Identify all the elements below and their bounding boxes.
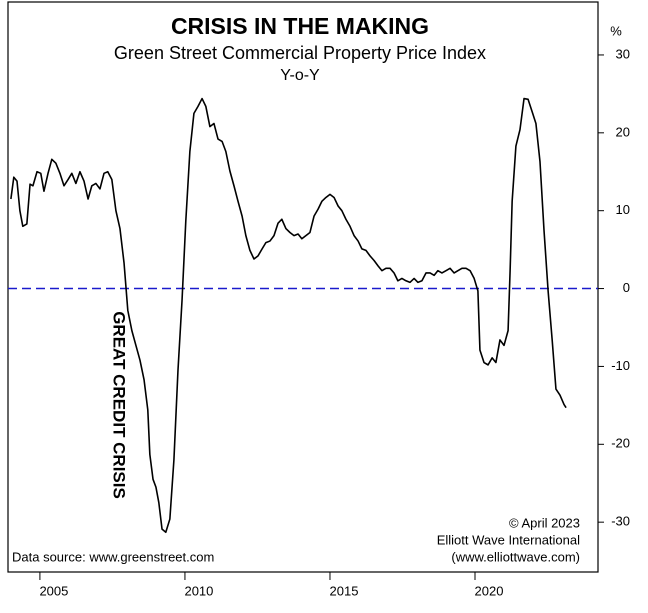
chart-subtitle: Green Street Commercial Property Price I… bbox=[114, 43, 486, 63]
credit-note: (www.elliottwave.com) bbox=[451, 549, 580, 564]
y-tick-label: 10 bbox=[616, 202, 630, 217]
y-tick-label: -10 bbox=[611, 358, 630, 373]
y-tick-label: 30 bbox=[616, 46, 630, 61]
chart-title: CRISIS IN THE MAKING bbox=[171, 13, 429, 39]
plot-frame bbox=[7, 1, 599, 573]
y-unit-label: % bbox=[610, 23, 622, 38]
y-tick-label: -20 bbox=[611, 436, 630, 451]
credit-note: © April 2023 bbox=[509, 515, 580, 530]
y-tick-label: 20 bbox=[616, 124, 630, 139]
y-tick-label: -30 bbox=[611, 514, 630, 529]
event-annotation: GREAT CREDIT CRISIS bbox=[110, 311, 129, 499]
credit-note: Elliott Wave International bbox=[437, 532, 580, 547]
y-tick-label: 0 bbox=[623, 280, 630, 295]
source-note: Data source: www.greenstreet.com bbox=[12, 549, 214, 564]
x-tick-label: 2010 bbox=[184, 583, 213, 598]
x-tick-label: 2020 bbox=[475, 583, 504, 598]
data-line bbox=[10, 97, 567, 534]
x-tick-label: 2005 bbox=[39, 583, 68, 598]
x-tick-label: 2015 bbox=[330, 583, 359, 598]
chart-subtitle: Y-o-Y bbox=[280, 67, 320, 84]
